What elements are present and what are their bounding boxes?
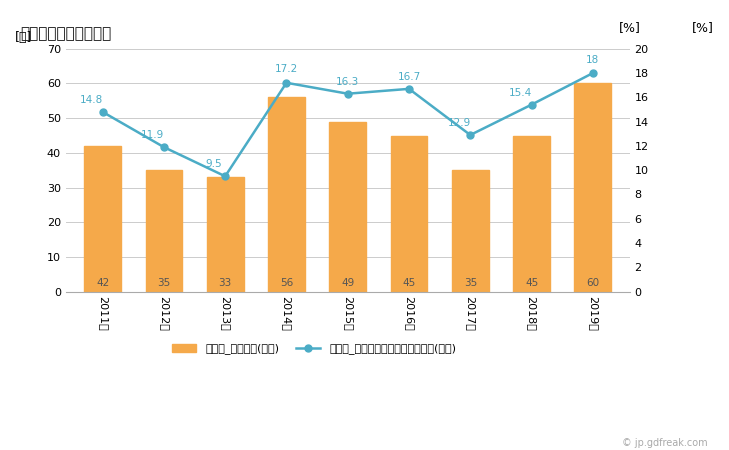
- Text: 17.2: 17.2: [275, 64, 298, 74]
- Text: [%]: [%]: [692, 21, 714, 34]
- Text: 56: 56: [280, 278, 293, 288]
- Text: 16.3: 16.3: [336, 77, 359, 87]
- Text: 14.8: 14.8: [80, 95, 103, 105]
- Text: [%]: [%]: [619, 21, 641, 34]
- Text: © jp.gdfreak.com: © jp.gdfreak.com: [622, 438, 707, 448]
- Text: 9.5: 9.5: [206, 159, 222, 169]
- Bar: [513, 135, 550, 292]
- Text: 45: 45: [525, 278, 538, 288]
- Legend: 産業用_建築物数(左軸), 産業用_全建築物数にしめるシェア(右軸): 産業用_建築物数(左軸), 産業用_全建築物数にしめるシェア(右軸): [167, 339, 461, 359]
- Text: 60: 60: [586, 278, 599, 288]
- Bar: [330, 122, 366, 292]
- Bar: [391, 135, 427, 292]
- Text: 18: 18: [586, 55, 599, 65]
- Text: 15.4: 15.4: [509, 88, 532, 98]
- Text: 33: 33: [219, 278, 232, 288]
- Text: 12.9: 12.9: [448, 118, 471, 128]
- Text: 42: 42: [96, 278, 109, 288]
- Text: 35: 35: [464, 278, 477, 288]
- Bar: [452, 170, 488, 292]
- Text: 45: 45: [402, 278, 416, 288]
- Bar: [207, 177, 243, 292]
- Text: 11.9: 11.9: [141, 130, 165, 140]
- Bar: [268, 97, 305, 292]
- Text: 産業用建築物数の推移: 産業用建築物数の推移: [20, 26, 112, 40]
- Text: 16.7: 16.7: [397, 72, 421, 82]
- Bar: [574, 84, 611, 292]
- Text: 49: 49: [341, 278, 354, 288]
- Text: [棟]: [棟]: [15, 31, 33, 44]
- Bar: [85, 146, 121, 292]
- Bar: [146, 170, 182, 292]
- Text: 35: 35: [157, 278, 171, 288]
